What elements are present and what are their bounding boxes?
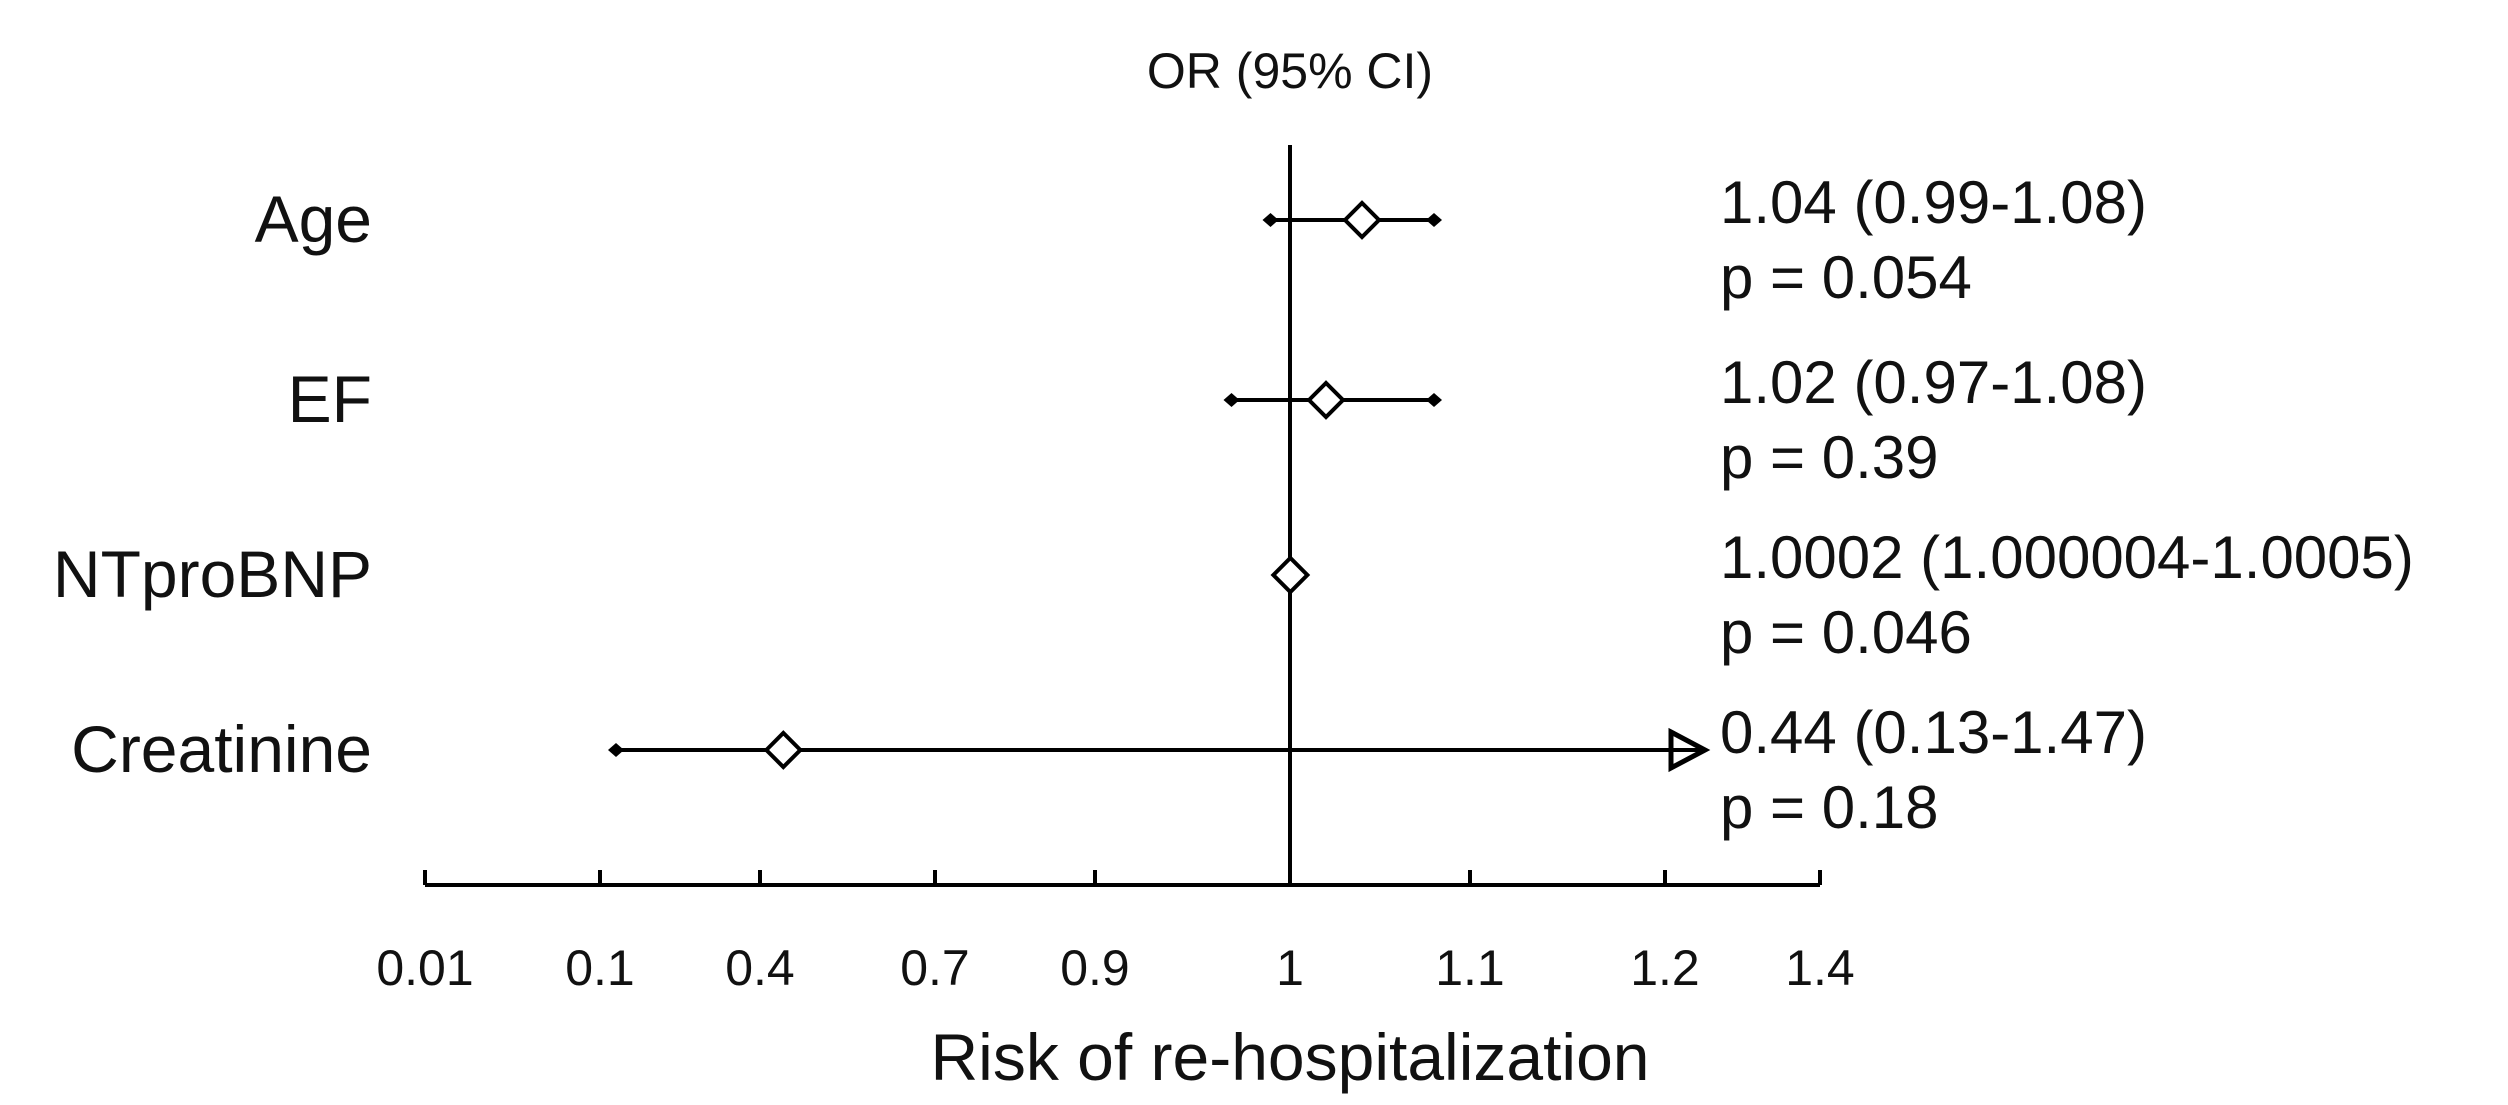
p-value-text: p = 0.39: [1720, 424, 1939, 491]
row-label: Age: [255, 182, 372, 256]
or-point-marker: [763, 730, 804, 770]
ci-lower-cap: [1223, 393, 1240, 407]
row-label: EF: [288, 362, 372, 436]
ci-text: 1.04 (0.99-1.08): [1720, 169, 2147, 236]
p-value-text: p = 0.054: [1720, 244, 1972, 311]
x-tick-label: 1.4: [1785, 940, 1855, 996]
x-tick-label: 0.1: [565, 940, 635, 996]
row-label: Creatinine: [71, 712, 372, 786]
ci-upper-cap: [1426, 213, 1442, 227]
row-label: NTproBNP: [53, 537, 372, 611]
ci-lower-cap: [608, 743, 624, 757]
x-tick-label: 1.1: [1435, 940, 1505, 996]
x-tick-label: 0.9: [1060, 940, 1130, 996]
x-tick-label: 0.7: [900, 940, 970, 996]
forest-row: EF 1.02 (0.97-1.08) p = 0.39: [288, 349, 2147, 491]
forest-row: Age 1.04 (0.99-1.08) p = 0.054: [255, 169, 2147, 311]
ci-lower-cap: [1262, 213, 1279, 227]
x-tick-label: 1: [1276, 940, 1304, 996]
x-tick-label: 1.2: [1630, 940, 1700, 996]
p-value-text: p = 0.18: [1720, 774, 1939, 841]
ci-text: 1.0002 (1.000004-1.0005): [1720, 524, 2414, 591]
or-point-marker: [1342, 200, 1382, 240]
x-axis-label: Risk of re-hospitalization: [931, 1020, 1650, 1094]
chart-title: OR (95% CI): [1147, 43, 1433, 99]
ci-upper-cap: [1426, 393, 1442, 407]
x-tick-label: 0.4: [725, 940, 795, 996]
ci-text: 0.44 (0.13-1.47): [1720, 699, 2147, 766]
forest-row: NTproBNP 1.0002 (1.000004-1.0005) p = 0.04…: [53, 524, 2414, 666]
forest-row: Creatinine 0.44 (0.13-1.47) p = 0.18: [71, 699, 2147, 841]
or-point-marker: [1306, 380, 1346, 420]
or-point-marker: [1270, 555, 1311, 595]
p-value-text: p = 0.046: [1720, 599, 1972, 666]
ci-text: 1.02 (0.97-1.08): [1720, 349, 2147, 416]
ci-arrow-head: [1668, 727, 1711, 773]
x-tick-label: 0.01: [376, 940, 473, 996]
